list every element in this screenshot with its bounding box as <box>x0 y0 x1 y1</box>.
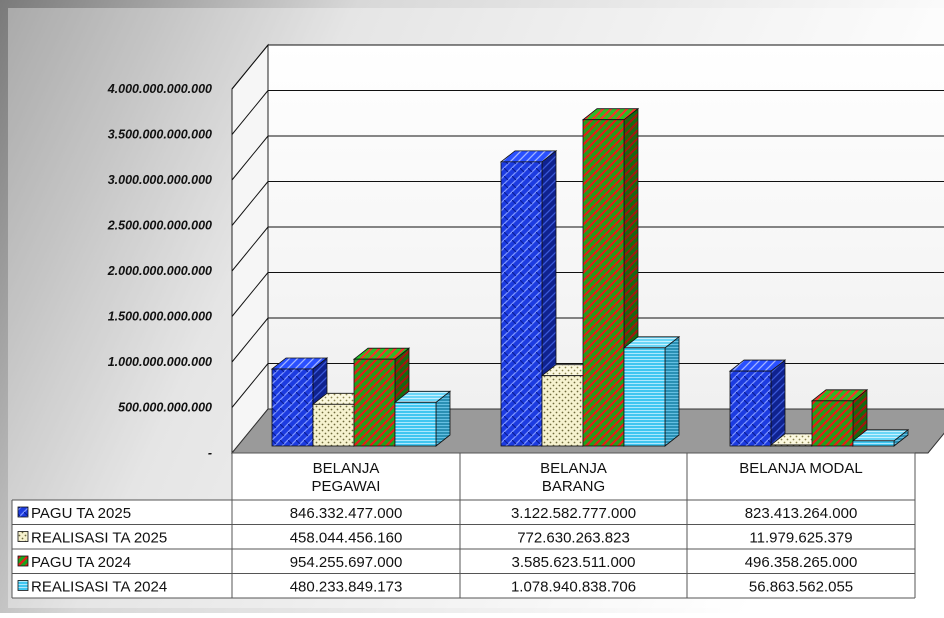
bars <box>270 107 910 447</box>
table-row-1: REALISASI TA 2025 458.044.456.160 772.630.… <box>17 530 853 547</box>
bar-3-2 <box>851 429 910 447</box>
legend-swatch <box>17 580 29 591</box>
legend-swatch <box>17 506 29 518</box>
svg-text:BELANJA: BELANJA <box>540 460 607 477</box>
data-label: 954.255.697.000 <box>290 554 403 571</box>
y-tick-label: 4.000.000.000.000 <box>107 82 212 96</box>
y-tick-label: 500.000.000.000 <box>118 401 212 415</box>
gridline-side <box>231 90 269 135</box>
data-label: 496.358.265.000 <box>745 554 858 571</box>
bar-2-0 <box>352 347 411 447</box>
legend-label: REALISASI TA 2024 <box>31 579 167 596</box>
data-label: 458.044.456.160 <box>290 530 403 547</box>
y-tick-label: 3.500.000.000.000 <box>108 128 212 142</box>
data-label: 56.863.562.055 <box>749 579 853 596</box>
gridline-side <box>231 181 269 226</box>
y-tick-label: 2.500.000.000.000 <box>107 219 212 233</box>
bar-3-1 <box>622 335 681 447</box>
y-tick-label: 1.000.000.000.000 <box>108 355 212 369</box>
bar-0-2 <box>728 359 787 447</box>
bar-2-2 <box>810 389 869 447</box>
data-label: 823.413.264.000 <box>745 505 858 522</box>
data-label: 846.332.477.000 <box>290 505 403 522</box>
data-label: 3.122.582.777.000 <box>511 505 636 522</box>
data-label: 772.630.263.823 <box>517 530 630 547</box>
y-tick-label: 3.000.000.000.000 <box>108 173 212 187</box>
legend-label: REALISASI TA 2025 <box>31 530 167 547</box>
table-row-2: PAGU TA 2024 954.255.697.000 3.585.623.511… <box>17 554 858 571</box>
y-tick-label: - <box>208 446 212 460</box>
gridline-side <box>231 226 269 272</box>
data-label: 11.979.625.379 <box>749 530 852 547</box>
bar-3-0 <box>393 390 452 447</box>
legend-label: PAGU TA 2024 <box>31 554 131 571</box>
gridline-side <box>231 44 269 90</box>
category-label-2: BELANJA MODAL <box>739 460 862 477</box>
y-tick-label: 1.500.000.000.000 <box>108 310 212 324</box>
data-label: 480.233.849.173 <box>290 579 403 596</box>
table-row-3: REALISASI TA 2024 480.233.849.173 1.078.94… <box>17 579 853 596</box>
gridline-side <box>231 135 269 181</box>
table-row-0: PAGU TA 2025 846.332.477.000 3.122.582.777… <box>17 505 858 522</box>
gridline-side <box>231 272 269 317</box>
y-axis-tick-labels: - 500.000.000.000 1.000.000.000.000 1.500.0… <box>107 82 212 460</box>
y-tick-label: 2.000.000.000.000 <box>107 264 212 278</box>
svg-text:BELANJA: BELANJA <box>313 460 380 477</box>
svg-text:BELANJA MODAL: BELANJA MODAL <box>739 460 862 477</box>
legend-swatch <box>17 555 29 567</box>
svg-text:BARANG: BARANG <box>542 478 605 495</box>
legend-label: PAGU TA 2025 <box>31 505 131 522</box>
data-label: 1.078.940.838.706 <box>511 579 636 596</box>
gridline-side <box>231 363 269 408</box>
gridline-side <box>231 317 269 363</box>
svg-text:PEGAWAI: PEGAWAI <box>312 478 381 495</box>
table-header-background <box>232 453 915 500</box>
legend-swatch <box>17 531 29 542</box>
data-label: 3.585.623.511.000 <box>511 554 635 571</box>
